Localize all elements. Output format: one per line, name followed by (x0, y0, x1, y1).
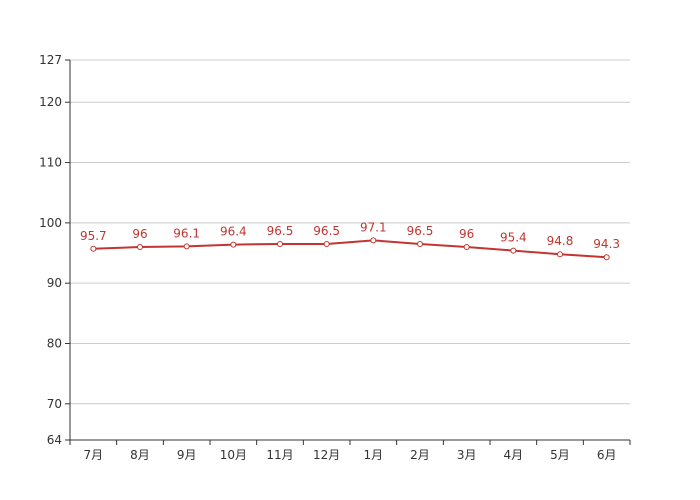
data-labels: 95.7 96 96.1 96.4 96.5 96.5 97.1 96.5 96 95.4 94.8… (80, 220, 620, 251)
data-point (277, 240, 283, 247)
data-label: 96.4 (220, 225, 247, 239)
y-tick-label: 64 (47, 433, 62, 447)
x-tick-label: 5月 (550, 448, 570, 462)
y-tick-label: 120 (39, 95, 62, 109)
y-tick-label: 100 (39, 216, 62, 230)
x-tick-label: 4月 (504, 448, 524, 462)
data-point (230, 241, 237, 248)
data-label: 97.1 (360, 220, 387, 234)
x-tick-label: 2月 (410, 448, 430, 462)
y-tick-label: 90 (47, 276, 62, 290)
x-tick-label: 9月 (177, 448, 197, 462)
data-point (463, 243, 470, 250)
data-label: 96 (132, 227, 147, 241)
data-label: 96.5 (313, 224, 340, 238)
x-tick-label: 10月 (220, 448, 247, 462)
x-tick-label: 12月 (313, 448, 340, 462)
x-tick-label: 11月 (266, 448, 293, 462)
data-label: 96.1 (173, 226, 200, 240)
data-point (183, 243, 190, 250)
x-axis-ticks: 7月 8月 9月 10月 11月 12月 1月 2月 3月 4月 5月 6月 (69, 440, 631, 462)
data-point (323, 240, 330, 247)
data-label: 94.8 (547, 234, 574, 248)
data-point (557, 251, 563, 258)
data-point (370, 237, 377, 244)
data-label: 95.4 (500, 231, 527, 245)
data-point (90, 245, 97, 252)
data-point (603, 254, 610, 261)
data-label: 96.5 (267, 224, 294, 238)
data-label: 95.7 (80, 229, 107, 243)
x-tick-label: 7月 (84, 448, 104, 462)
x-tick-label: 6月 (597, 448, 617, 462)
data-label: 96.5 (407, 224, 434, 238)
y-tick-label: 80 (47, 336, 62, 350)
axes (69, 60, 630, 441)
data-point (137, 243, 143, 250)
x-tick-label: 3月 (457, 448, 477, 462)
series-line (93, 239, 607, 259)
y-tick-label: 110 (39, 156, 62, 170)
y-tick-label: 70 (47, 397, 62, 411)
grid-lines (70, 59, 630, 405)
x-tick-label: 8月 (130, 448, 150, 462)
data-point (510, 247, 517, 254)
data-label: 96 (459, 227, 474, 241)
data-label: 94.3 (593, 237, 620, 251)
y-tick-label: 127 (39, 53, 62, 67)
data-point (417, 240, 423, 247)
series (90, 237, 610, 261)
y-axis-ticks: 64 70 80 90 100 110 120 127 (39, 53, 70, 447)
x-tick-label: 1月 (364, 448, 384, 462)
